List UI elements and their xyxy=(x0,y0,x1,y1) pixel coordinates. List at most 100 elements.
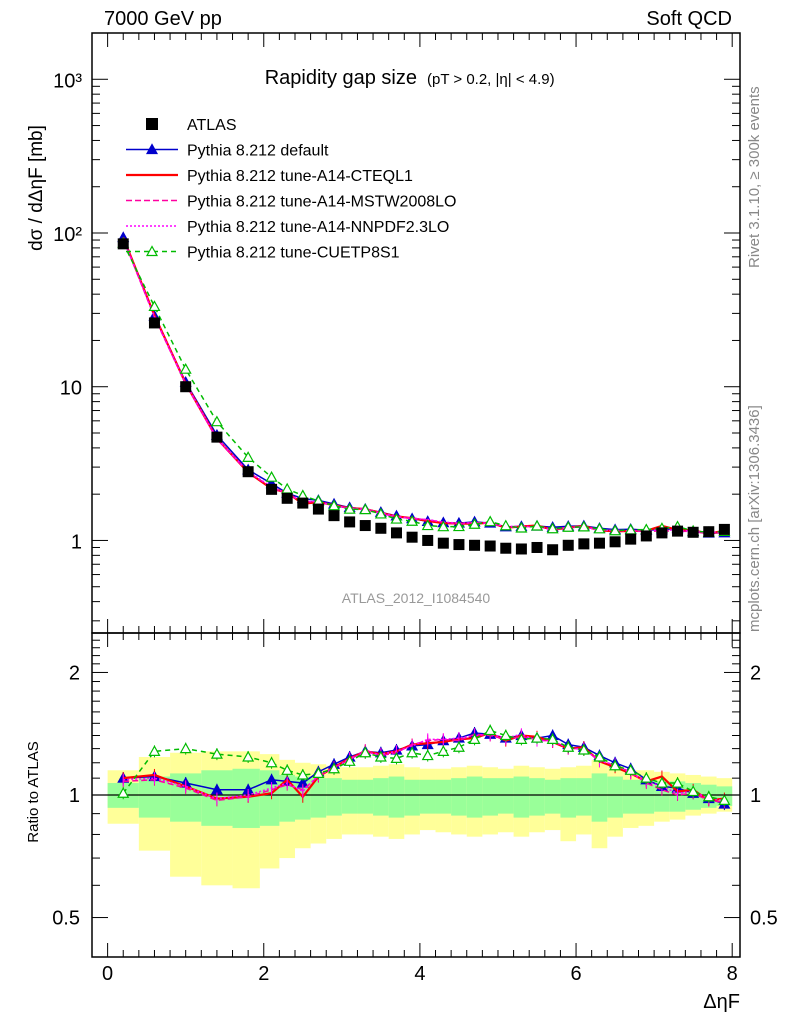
ratio-marker-pythia-8-212-tune-cuetp8s1 xyxy=(484,724,497,736)
ratio-marker-pythia-8-212-tune-cuetp8s1 xyxy=(296,768,309,780)
series-marker-pythia-8-212-tune-cuetp8s1 xyxy=(148,300,161,312)
ratio-y-tick-label-right: 2 xyxy=(750,662,761,684)
ratio-band-stat xyxy=(326,778,342,816)
ratio-marker-pythia-8-212-tune-cuetp8s1 xyxy=(515,733,528,744)
atlas-data-point xyxy=(562,539,574,551)
analysis-label: ATLAS_2012_I1084540 xyxy=(342,590,491,606)
atlas-data-point xyxy=(593,537,605,549)
ratio-band-stat xyxy=(529,778,545,816)
atlas-data-point xyxy=(703,526,715,538)
series-marker-pythia-8-212-tune-cuetp8s1 xyxy=(328,499,341,511)
legend-label-3: Pythia 8.212 tune-A14-NNPDF2.3LO xyxy=(187,219,449,236)
x-tick-label: 0 xyxy=(102,963,113,985)
atlas-data-point xyxy=(656,527,668,539)
atlas-data-point xyxy=(344,516,356,528)
ratio-marker-pythia-8-212-tune-cuetp8s1 xyxy=(468,733,481,744)
ratio-marker-pythia-8-212-tune-cuetp8s1 xyxy=(640,771,653,783)
atlas-data-point xyxy=(375,522,387,534)
ratio-band-stat xyxy=(466,776,483,818)
series-line-pythia-8-212-default xyxy=(122,237,725,534)
ratio-band-stat xyxy=(497,778,514,814)
atlas-data-point xyxy=(390,527,402,539)
atlas-data-point xyxy=(148,317,160,329)
series-marker-pythia-8-212-tune-cuetp8s1 xyxy=(499,519,512,531)
atlas-data-point xyxy=(242,466,254,478)
series-marker-pythia-8-212-tune-cuetp8s1 xyxy=(437,520,450,532)
ratio-marker-pythia-8-212-tune-cuetp8s1 xyxy=(312,767,325,778)
atlas-data-point xyxy=(297,497,309,509)
series-marker-pythia-8-212-tune-cuetp8s1 xyxy=(593,522,606,534)
ratio-marker-pythia-8-212-tune-cuetp8s1 xyxy=(671,776,684,788)
ratio-band-stat xyxy=(622,779,639,814)
legend-label-atlas: ATLAS xyxy=(187,117,237,134)
ratio-marker-pythia-8-212-tune-cuetp8s1 xyxy=(148,745,161,756)
ratio-marker-pythia-8-212-tune-cuetp8s1 xyxy=(624,764,637,775)
legend-label-0: Pythia 8.212 default xyxy=(187,143,329,160)
atlas-data-point xyxy=(578,538,590,550)
ratio-y-tick-label-left: 0.5 xyxy=(52,908,80,930)
ratio-band-stat xyxy=(638,779,655,814)
series-marker-pythia-8-212-tune-cuetp8s1 xyxy=(343,502,356,514)
series-marker-pythia-8-212-tune-cuetp8s1 xyxy=(452,520,465,532)
ratio-band-stat xyxy=(419,779,436,814)
ratio-marker-pythia-8-212-tune-cuetp8s1 xyxy=(546,733,559,744)
series-marker-pythia-8-212-tune-cuetp8s1 xyxy=(609,524,622,536)
ratio-band-stat xyxy=(513,776,530,818)
atlas-data-point xyxy=(672,525,684,537)
y-tick-label: 10 xyxy=(60,378,82,400)
ratio-band-stat xyxy=(591,773,608,822)
ratio-marker-pythia-8-212-tune-cuetp8s1 xyxy=(687,785,700,797)
series-marker-pythia-8-212-tune-cuetp8s1 xyxy=(515,521,528,533)
series-marker-pythia-8-212-tune-cuetp8s1 xyxy=(484,515,497,527)
ratio-band-stat xyxy=(451,778,467,816)
series-marker-pythia-8-212-tune-cuetp8s1 xyxy=(390,512,403,524)
ratio-band-stat xyxy=(357,779,374,814)
atlas-data-point xyxy=(437,537,449,549)
atlas-data-point xyxy=(609,536,621,548)
ratio-marker-pythia-8-212-tune-cuetp8s1 xyxy=(655,776,668,788)
ratio-marker-pythia-8-212-tune-cuetp8s1 xyxy=(343,755,356,766)
ratio-marker-pythia-8-212-tune-cuetp8s1 xyxy=(406,746,419,758)
atlas-data-point xyxy=(312,503,324,515)
atlas-data-point xyxy=(406,531,418,543)
ratio-marker-pythia-8-212-tune-cuetp8s1 xyxy=(179,742,192,754)
ratio-band-stat xyxy=(482,778,498,816)
atlas-data-point xyxy=(422,534,434,546)
atlas-data-point xyxy=(453,539,465,551)
y-axis-label: dσ / dΔηF [mb] xyxy=(26,125,47,251)
ratio-marker-pythia-8-212-tune-cuetp8s1 xyxy=(593,750,606,762)
ratio-marker-pythia-8-212-tune-cuetp8s1 xyxy=(374,750,387,762)
legend-marker-4 xyxy=(145,245,159,257)
legend-label-2: Pythia 8.212 tune-A14-MSTW2008LO xyxy=(187,194,456,211)
atlas-data-point xyxy=(484,540,496,552)
legend: ATLAS Pythia 8.212 default Pythia 8.212 tu… xyxy=(126,117,456,262)
ratio-marker-pythia-8-212-tune-cuetp8s1 xyxy=(530,731,544,743)
atlas-data-point xyxy=(687,526,699,538)
ratio-band-stat xyxy=(310,778,327,818)
ratio-y-tick-label-right: 0.5 xyxy=(750,908,778,930)
atlas-data-point xyxy=(211,431,223,443)
ratio-marker-pythia-8-212-tune-cuetp8s1 xyxy=(117,787,130,798)
x-tick-label: 6 xyxy=(570,963,581,985)
series-marker-pythia-8-212-tune-cuetp8s1 xyxy=(281,482,294,494)
ratio-band-stat xyxy=(404,779,420,816)
series-line-pythia-8-212-tune-a14-nnpdf2-3lo xyxy=(122,237,725,534)
atlas-data-point xyxy=(180,381,192,393)
y-tick-label: 10² xyxy=(53,224,82,246)
y-tick-label: 1 xyxy=(71,531,82,553)
ratio-band-stat xyxy=(388,776,405,818)
ratio-marker-pythia-8-212-tune-cuetp8s1 xyxy=(265,756,278,768)
ratio-line-pythia-8-212-tune-cuetp8s1 xyxy=(122,729,725,802)
series-marker-pythia-8-212-tune-cuetp8s1 xyxy=(468,518,481,529)
legend-label-4: Pythia 8.212 tune-CUETP8S1 xyxy=(187,245,400,262)
ratio-marker-pythia-8-212-tune-cuetp8s1 xyxy=(577,743,590,755)
series-line-pythia-8-212-tune-cuetp8s1 xyxy=(122,242,725,534)
series-marker-pythia-8-212-tune-cuetp8s1 xyxy=(577,520,590,532)
legend-label-1: Pythia 8.212 tune-A14-CTEQL1 xyxy=(187,168,413,185)
series-marker-pythia-8-212-tune-cuetp8s1 xyxy=(406,514,419,526)
series-marker-pythia-8-212-tune-cuetp8s1 xyxy=(546,522,559,534)
ratio-marker-pythia-8-212-tune-cuetp8s1 xyxy=(499,729,512,741)
ratio-band-stat xyxy=(373,778,389,816)
x-axis-label: ΔηF xyxy=(703,991,740,1013)
